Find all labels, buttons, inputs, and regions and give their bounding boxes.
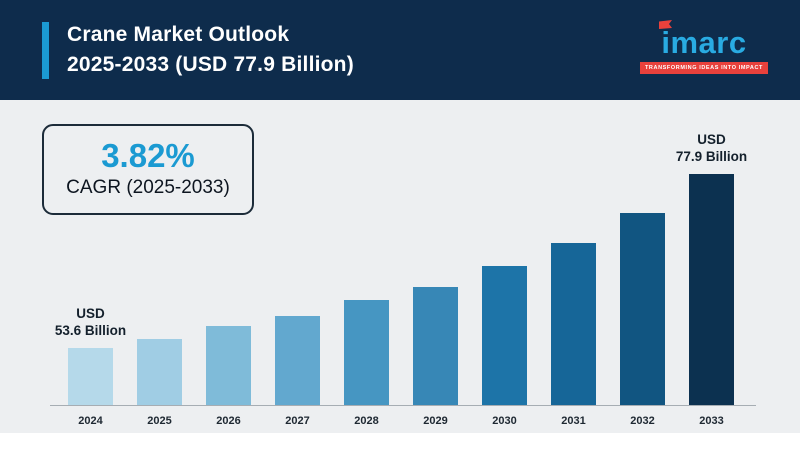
header: Crane Market Outlook 2025-2033 (USD 77.9… [0, 0, 800, 100]
bar-value-label: USD 77.9 Billion [675, 132, 748, 164]
x-axis-line [50, 405, 756, 406]
x-tick-2024: 2024 [78, 415, 103, 427]
x-tick-2028: 2028 [354, 415, 379, 427]
imarc-logo: imarc TRANSFORMING IDEAS INTO IMPACT [639, 19, 768, 74]
title-line-2: 2025-2033 (USD 77.9 Billion) [67, 53, 354, 76]
bar-column [137, 339, 182, 406]
bar-2027 [275, 316, 320, 406]
cagr-value: 3.82% [101, 137, 195, 174]
bar-2033 [689, 174, 734, 406]
x-tick-2033: 2033 [699, 415, 724, 427]
title-line-1: Crane Market Outlook [67, 23, 290, 46]
bar-value-label: USD 53.6 Billion [54, 306, 127, 338]
cagr-callout: 3.82% CAGR (2025-2033) [42, 124, 254, 215]
bar-column: USD 53.6 Billion [55, 305, 126, 406]
logo-wordmark-wrap: imarc [659, 19, 747, 60]
bar-2030 [482, 266, 527, 406]
title-accent-bar [42, 21, 49, 79]
x-tick-2027: 2027 [285, 415, 310, 427]
page-title: Crane Market Outlook 2025-2033 (USD 77.9… [67, 20, 354, 80]
x-tick-2031: 2031 [561, 415, 586, 427]
x-tick-2032: 2032 [630, 415, 655, 427]
footer-strip [0, 433, 800, 450]
bar-2029 [413, 287, 458, 406]
bar-column [620, 213, 665, 406]
bar-column: USD 77.9 Billion [676, 131, 747, 406]
bar-column [206, 326, 251, 406]
bar-2031 [551, 243, 596, 406]
bars-row: USD 53.6 Billion USD 77.9 Billion [55, 61, 747, 406]
x-tick-2025: 2025 [147, 415, 172, 427]
bar-column [551, 243, 596, 406]
x-tick-2026: 2026 [216, 415, 241, 427]
bar-2028 [344, 300, 389, 406]
x-tick-2029: 2029 [423, 415, 448, 427]
bar-column [344, 300, 389, 406]
logo-tagline: TRANSFORMING IDEAS INTO IMPACT [639, 61, 768, 74]
bar-2032 [620, 213, 665, 406]
logo-flag-icon [659, 19, 675, 29]
x-tick-2030: 2030 [492, 415, 517, 427]
cagr-label: CAGR (2025-2033) [66, 177, 230, 198]
bar-2024 [68, 348, 113, 406]
bar-2025 [137, 339, 182, 406]
bar-column [482, 266, 527, 406]
bar-column [413, 287, 458, 406]
logo-wordmark: imarc [661, 24, 747, 60]
x-axis-ticks: 2024 2025 2026 2027 2028 2029 2030 2031 2032 2033 [68, 415, 734, 427]
bar-2026 [206, 326, 251, 406]
bar-column [275, 316, 320, 406]
